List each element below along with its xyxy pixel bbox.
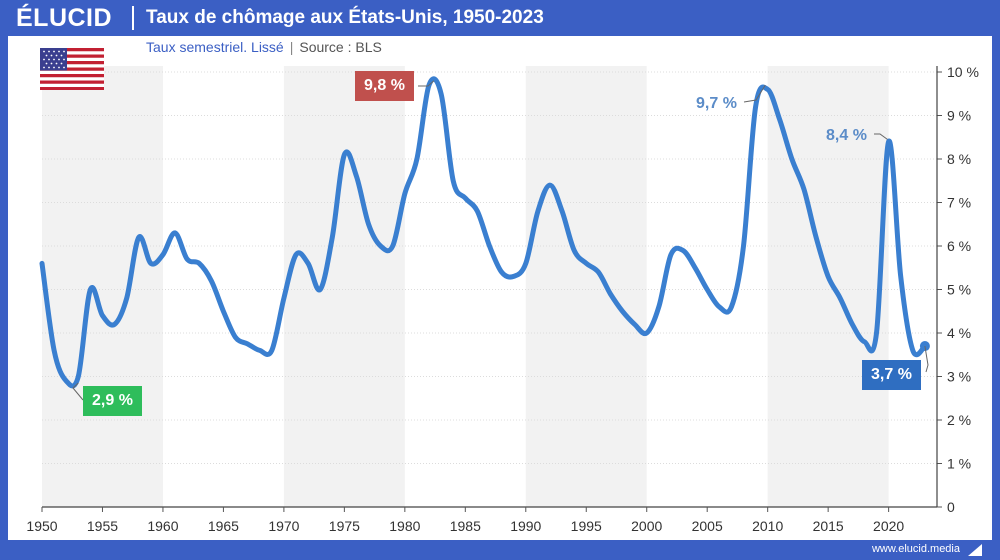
y-tick-label: 0 [947,499,955,515]
us-flag-icon [40,48,104,90]
annotation-leader-line [418,80,435,87]
annotation-min-1953: 2,9 % [83,386,142,416]
tick-labels: 0 1 % 2 % 3 % 4 % 5 % 6 % 7 % 8 % 9 % 10 % 1950 1955… [26,64,979,534]
x-tick-label: 1950 [26,518,57,534]
background-bands [42,66,889,507]
last-point-marker [919,341,930,352]
source-note: Source : BLS [299,39,382,55]
x-tick-label: 1965 [208,518,239,534]
y-tick-label: 2 % [947,412,971,428]
brand-mark-icon [968,544,982,556]
decade-band [283,66,405,507]
axes [41,66,942,512]
x-tick-label: 1975 [329,518,360,534]
subtitle-separator: | [289,39,294,55]
y-tick-label: 1 % [947,456,971,472]
decade-band [42,66,163,507]
header-divider [132,6,134,30]
annotation-last-2023: 3,7 % [862,360,921,390]
chart-subtitle: Taux semestriel. Lissé | Source : BLS [146,39,382,55]
x-tick-label: 2005 [692,518,723,534]
x-tick-label: 2010 [752,518,783,534]
annotation-max-2010: 9,7 % [696,95,737,112]
decade-band [525,66,647,507]
annotation-leader-line [874,133,888,140]
annotation-leader-line [743,84,766,103]
y-tick-label: 8 % [947,151,971,167]
footer-bar: www.elucid.media [0,540,1000,560]
y-tick-label: 7 % [947,195,971,211]
brand-logo[interactable]: ÉLUCID [16,4,113,32]
y-tick-label: 5 % [947,282,971,298]
y-tick-label: 10 % [947,64,979,80]
annotation-leader-line [72,382,84,401]
x-tick-label: 1985 [450,518,481,534]
x-tick-label: 2020 [873,518,904,534]
annotation-leaders [72,80,929,401]
y-tick-label: 3 % [947,369,971,385]
footer-url[interactable]: www.elucid.media [871,543,960,555]
x-tick-label: 1980 [389,518,420,534]
x-tick-label: 2015 [813,518,844,534]
chart-title: Taux de chômage aux États-Unis, 1950-202… [146,7,544,28]
annotation-leader-line [924,346,929,373]
annotation-max-2020: 8,4 % [826,127,867,144]
x-tick-label: 2000 [631,518,662,534]
x-tick-label: 1990 [510,518,541,534]
x-tick-label: 1970 [268,518,299,534]
x-tick-label: 1955 [87,518,118,534]
unemployment-line [39,76,928,389]
annotation-max-1982: 9,8 % [355,71,414,101]
y-tick-label: 4 % [947,325,971,341]
header-bar: ÉLUCID Taux de chômage aux États-Unis, 1… [0,0,1000,36]
series-note: Taux semestriel. Lissé [146,39,284,55]
y-tick-label: 6 % [947,238,971,254]
y-tick-label: 9 % [947,108,971,124]
x-tick-label: 1995 [571,518,602,534]
series-group [39,76,930,389]
x-tick-label: 1960 [147,518,178,534]
